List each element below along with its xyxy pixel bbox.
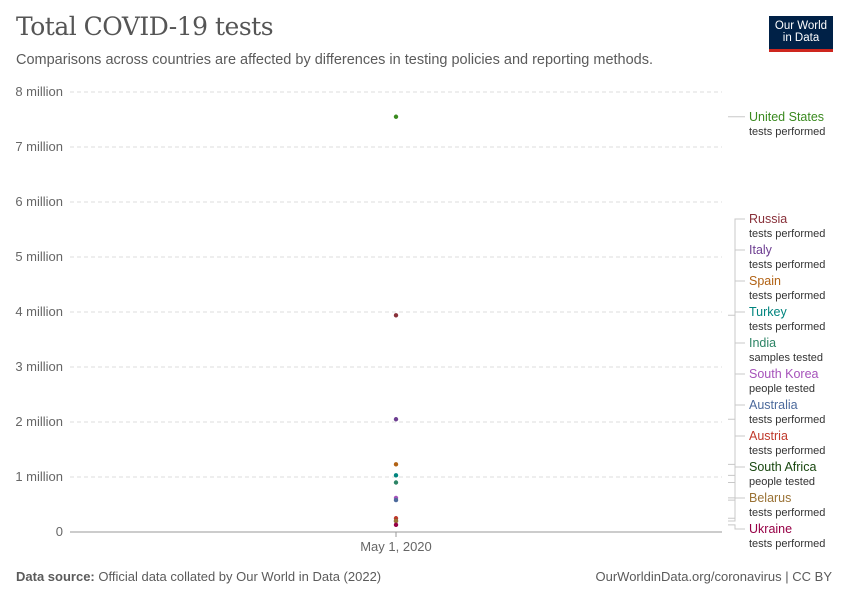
- series-label-india[interactable]: India samples tested: [749, 336, 823, 364]
- x-tick-label: May 1, 2020: [360, 539, 432, 554]
- series-metric: tests performed: [749, 507, 825, 519]
- chart-area: 0 1 million 2 million 3 million 4 million 5 m…: [15, 84, 825, 554]
- data-point-united-states[interactable]: [393, 114, 399, 119]
- series-label-united-states[interactable]: United States tests performed: [749, 110, 825, 138]
- data-point-italy[interactable]: [393, 417, 399, 422]
- label-connector: [728, 280, 745, 465]
- series-metric: tests performed: [749, 228, 825, 240]
- series-name: Turkey: [749, 305, 787, 319]
- series-name: India: [749, 336, 776, 350]
- footer-link[interactable]: OurWorldinData.org/coronavirus | CC BY: [595, 569, 832, 584]
- series-metric: people tested: [749, 383, 815, 395]
- owid-logo[interactable]: Our World in Data: [769, 16, 833, 52]
- data-point-russia[interactable]: [393, 313, 399, 318]
- label-connector: [728, 435, 745, 519]
- data-point-turkey[interactable]: [393, 473, 399, 478]
- chart-subtitle: Comparisons across countries are affecte…: [16, 52, 654, 68]
- data-point-spain[interactable]: [393, 462, 399, 467]
- y-tick-label: 8 million: [15, 84, 63, 99]
- data-point-australia[interactable]: [393, 497, 399, 503]
- y-axis-tick-labels: 0 1 million 2 million 3 million 4 million 5 m…: [15, 84, 63, 539]
- data-source-label: Data source:: [16, 569, 95, 584]
- series-metric: samples tested: [749, 352, 823, 364]
- series-metric: tests performed: [749, 538, 825, 550]
- data-point-ukraine[interactable]: [393, 522, 399, 528]
- y-tick-label: 5 million: [15, 249, 63, 264]
- label-connector: [728, 342, 745, 483]
- label-connector: [728, 524, 745, 530]
- series-label-italy[interactable]: Italy tests performed: [749, 243, 825, 271]
- series-name: Australia: [749, 398, 798, 412]
- series-label-austria[interactable]: Austria tests performed: [749, 429, 825, 457]
- data-point-india[interactable]: [393, 480, 399, 485]
- series-label-spain[interactable]: Spain tests performed: [749, 274, 825, 302]
- chart-title: Total COVID-19 tests: [16, 12, 274, 41]
- series-metric: tests performed: [749, 414, 825, 426]
- y-tick-label: 4 million: [15, 304, 63, 319]
- series-metric: people tested: [749, 476, 815, 488]
- data-point-belarus[interactable]: [393, 518, 399, 524]
- series-name: South Africa: [749, 460, 816, 474]
- label-connector: [728, 497, 745, 522]
- series-label-belarus[interactable]: Belarus tests performed: [749, 491, 825, 519]
- series-name: United States: [749, 110, 824, 124]
- series-metric: tests performed: [749, 290, 825, 302]
- series-name: Austria: [749, 429, 788, 443]
- logo-line-2: in Data: [782, 32, 820, 44]
- data-source-text: Official data collated by Our World in D…: [94, 569, 382, 584]
- y-tick-label: 6 million: [15, 194, 63, 209]
- series-label-turkey[interactable]: Turkey tests performed: [749, 305, 825, 333]
- series-label-australia[interactable]: Australia tests performed: [749, 398, 825, 426]
- series-metric: tests performed: [749, 259, 825, 271]
- label-connector: [728, 218, 745, 316]
- x-axis: May 1, 2020: [360, 532, 432, 554]
- logo-line-1: Our World: [774, 20, 828, 32]
- label-connectors: [728, 116, 745, 530]
- series-labels: United States tests performed Russia tests …: [749, 110, 825, 550]
- y-tick-label: 7 million: [15, 139, 63, 154]
- series-label-south-africa[interactable]: South Africa people tested: [749, 460, 816, 488]
- series-metric: tests performed: [749, 126, 825, 138]
- series-label-ukraine[interactable]: Ukraine tests performed: [749, 522, 825, 550]
- series-label-russia[interactable]: Russia tests performed: [749, 212, 825, 240]
- series-metric: tests performed: [749, 321, 825, 333]
- y-tick-label: 2 million: [15, 414, 63, 429]
- y-tick-label: 0: [56, 524, 63, 539]
- series-metric: tests performed: [749, 445, 825, 457]
- series-name: Ukraine: [749, 522, 792, 536]
- series-name: Spain: [749, 274, 781, 288]
- series-name: Belarus: [749, 491, 791, 505]
- series-name: South Korea: [749, 367, 819, 381]
- data-source: Data source: Official data collated by O…: [16, 569, 381, 584]
- series-name: Russia: [749, 212, 787, 226]
- series-name: Italy: [749, 243, 773, 257]
- label-connector: [728, 311, 745, 476]
- label-connector: [728, 249, 745, 420]
- y-tick-label: 1 million: [15, 469, 63, 484]
- y-tick-label: 3 million: [15, 359, 63, 374]
- series-label-south-korea[interactable]: South Korea people tested: [749, 367, 819, 395]
- data-points: [393, 114, 399, 528]
